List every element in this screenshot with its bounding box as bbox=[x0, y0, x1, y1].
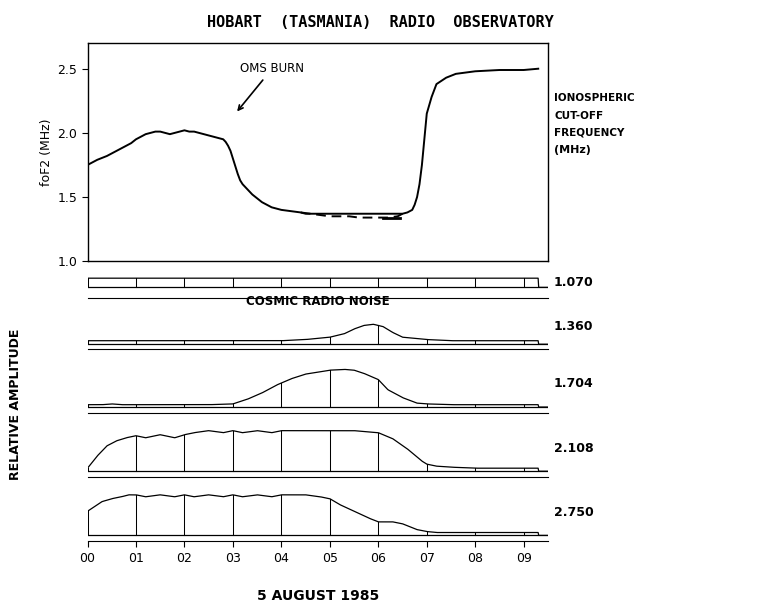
Text: OMS BURN: OMS BURN bbox=[238, 62, 304, 110]
Text: 1.704: 1.704 bbox=[554, 378, 594, 391]
Text: 2.108: 2.108 bbox=[554, 442, 594, 454]
Text: IONOSPHERIC: IONOSPHERIC bbox=[554, 93, 635, 103]
Text: HOBART  (TASMANIA)  RADIO  OBSERVATORY: HOBART (TASMANIA) RADIO OBSERVATORY bbox=[207, 15, 554, 30]
Text: 2.750: 2.750 bbox=[554, 506, 594, 518]
Text: COSMIC RADIO NOISE: COSMIC RADIO NOISE bbox=[246, 295, 390, 308]
Text: 1.070: 1.070 bbox=[554, 276, 594, 289]
Text: CUT-OFF: CUT-OFF bbox=[554, 111, 603, 121]
Text: 1.360: 1.360 bbox=[554, 320, 594, 333]
Text: RELATIVE AMPLITUDE: RELATIVE AMPLITUDE bbox=[8, 328, 22, 480]
Y-axis label: foF2 (MHz): foF2 (MHz) bbox=[40, 118, 53, 186]
Text: 5 AUGUST 1985: 5 AUGUST 1985 bbox=[256, 589, 379, 603]
Text: (MHz): (MHz) bbox=[554, 145, 591, 155]
Text: FREQUENCY: FREQUENCY bbox=[554, 128, 624, 138]
